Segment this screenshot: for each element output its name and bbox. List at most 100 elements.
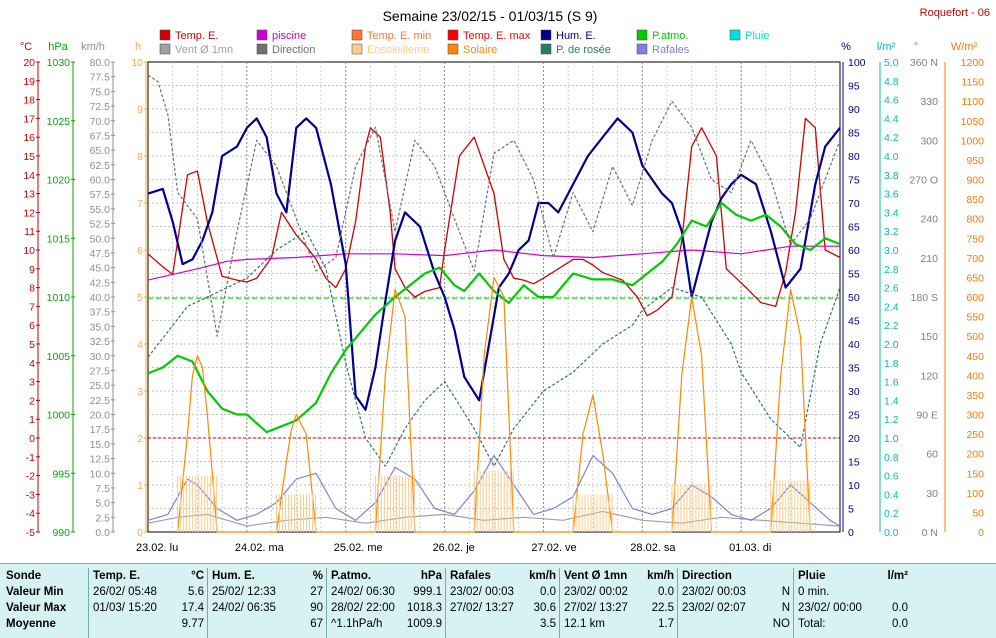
axis-tick-label: 250 (966, 429, 984, 441)
axis-tick-label: 4.0 (884, 151, 899, 163)
legend-label: Rafales (652, 44, 690, 56)
axis-tick-label: -3 (26, 489, 35, 501)
summary-table: Sonde Valeur Min Valeur Max Moyenne Temp… (0, 563, 996, 638)
axis-unit-label: h (135, 41, 141, 53)
axis-tick-label: 0.0 (884, 527, 899, 539)
axis-tick-label: 1150 (961, 77, 984, 89)
col-dir: Direction 23/02/ 00:03 N 23/02/ 02:07 N NO (677, 568, 794, 638)
legend-label: P.atmo. (652, 30, 689, 42)
legend-swatch (540, 29, 552, 41)
axis-tick-label: 80 (848, 151, 860, 163)
day-label: 25.02. me (334, 542, 383, 554)
day-label: 27.02. ve (531, 542, 576, 554)
axis-tick-label: 2.0 (884, 339, 899, 351)
hum-avg: 67 (310, 618, 323, 630)
axis-tick-label: 27.5 (90, 365, 111, 377)
axis-tick-label: 80.0 (90, 57, 111, 69)
axis-tick-label: 300 (920, 135, 938, 147)
legend-label: Temp. E. max (463, 30, 531, 42)
axis-tick-label: 10 (131, 57, 143, 69)
axis-tick-label: 240 (920, 214, 938, 226)
temp-avg: 9.77 (181, 618, 204, 630)
axis-tick-label: -5 (26, 527, 35, 539)
day-label: 01.03. di (729, 542, 771, 554)
axis-tick-label: 32.5 (90, 336, 111, 348)
axis-tick-label: 20 (23, 57, 35, 69)
axis-tick-label: 850 (966, 194, 984, 206)
avg-label: Moyenne (6, 618, 56, 630)
axis-tick-label: 450 (966, 351, 984, 363)
series-piscine-line (147, 245, 840, 281)
axis-tick-label: 1000 (47, 410, 71, 422)
legend-swatch (159, 29, 171, 41)
hum-min: 27 (310, 586, 323, 598)
axis-tick-label: 50 (848, 292, 860, 304)
axis-tick-label: 10.0 (90, 468, 111, 480)
axis-tick-label: 650 (966, 272, 984, 284)
axis-tick-label: 60 (848, 245, 860, 257)
wind-max-date: 27/02/ 13:27 (564, 602, 628, 614)
axis-tick-label: 3.2 (884, 226, 899, 238)
axis-unit-label: l/m² (877, 41, 896, 53)
axis-tick-label: 150 (966, 468, 984, 480)
gust-max-date: 27/02/ 13:27 (450, 602, 514, 614)
axis-tick-label: 100 (848, 57, 866, 69)
temp-label: Temp. E. (93, 570, 141, 582)
legend-swatch (256, 43, 268, 55)
axis-tick-label: 1020 (47, 175, 71, 187)
series-temp-e-line (147, 117, 841, 317)
axis-tick-label: 1.0 (884, 433, 899, 445)
col-hum: Hum. E.% 25/02/ 12:33 27 24/02/ 06:35 90 6… (207, 568, 327, 638)
chart-title: Semaine 23/02/15 - 01/03/15 (S 9) (383, 8, 598, 24)
axis-tick-label: 55.0 (90, 204, 111, 216)
axis-tick-label: 1 (29, 414, 35, 426)
axis-tick-label: 5 (29, 339, 35, 351)
col-gust: Rafales km/h 23/02/ 00:03 0.0 27/02/ 13:27… (445, 568, 560, 638)
dir-min: N (781, 586, 790, 598)
legend-label: Pluie (745, 30, 769, 42)
press-unit: hPa (420, 570, 442, 582)
axis-tick-label: 2.6 (884, 283, 899, 295)
axis-tick-label: 0.4 (884, 489, 899, 501)
axis-unit-label: km/h (81, 41, 105, 53)
axis-tick-label: 17.5 (90, 424, 111, 436)
hum-max-date: 24/02/ 06:35 (212, 602, 276, 614)
legend-swatch (351, 43, 363, 55)
axis-tick-label: 3 (137, 386, 143, 398)
legend-swatch (351, 29, 363, 41)
legend-label: Vent Ø 1mn (175, 44, 233, 56)
axis-tick-label: 50 (972, 507, 984, 519)
axis-tick-label: 400 (966, 370, 984, 382)
axis-tick-label: 550 (966, 312, 984, 324)
day-label: 23.02. lu (136, 542, 178, 554)
wind-avg: 1.7 (658, 618, 674, 630)
col-sonde: Sonde Valeur Min Valeur Max Moyenne (6, 568, 88, 638)
axis-tick-label: 25.0 (90, 380, 111, 392)
axis-tick-label: 52.5 (90, 219, 111, 231)
rain-total-label: Total: (798, 618, 826, 630)
axis-tick-label: 0 N (922, 527, 938, 539)
day-label: 24.02. ma (235, 542, 285, 554)
axis-tick-label: 3 (29, 377, 35, 389)
axis-tick-label: 90 (848, 104, 860, 116)
gust-min: 0.0 (540, 586, 556, 598)
axis-tick-label: 1.2 (884, 414, 899, 426)
axis-unit-label: ° (914, 41, 918, 53)
wind-max: 22.5 (651, 602, 674, 614)
axis-tick-label: 19 (23, 76, 35, 88)
dir-avg: NO (772, 618, 790, 630)
axis-tick-label: 100 (966, 488, 984, 500)
axis-unit-label: °C (20, 41, 32, 53)
axis-tick-label: 1050 (961, 116, 985, 128)
axis-tick-label: 35 (848, 363, 860, 375)
wind-min-date: 23/02/ 00:02 (564, 586, 628, 598)
axis-tick-label: 2.4 (884, 301, 899, 313)
axis-tick-label: 1030 (47, 57, 71, 69)
legend-label: Ensoleilleme (367, 44, 429, 56)
axis-tick-label: 42.5 (90, 277, 111, 289)
col-wind: Vent Ø 1mn km/h 23/02/ 00:02 0.0 27/02/ 13… (559, 568, 678, 638)
axis-tick-label: 200 (966, 449, 984, 461)
press-trend: ^1.1hPa/h (331, 618, 383, 630)
axis-tick-label: 67.5 (90, 130, 111, 142)
axis-tick-label: 1200 (961, 57, 985, 69)
